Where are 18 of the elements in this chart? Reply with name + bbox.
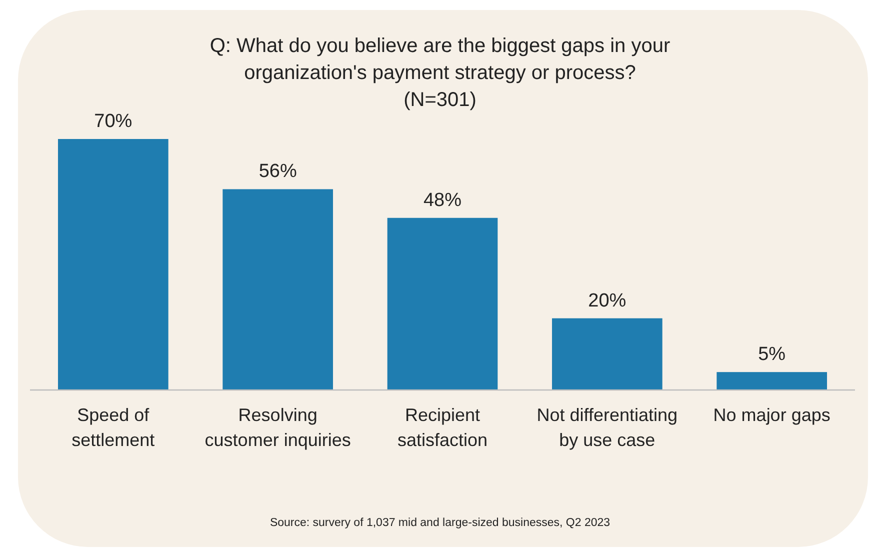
chart-subtitle: (N=301) [404, 89, 476, 111]
x-tick-label: No major gaps [713, 405, 830, 425]
data-label: 48% [423, 190, 462, 211]
source-note: Source: survery of 1,037 mid and large-sized businesses, Q2 2023 [270, 517, 610, 529]
data-label: 70% [94, 111, 132, 132]
bar [387, 218, 498, 390]
x-tick-label: Recipient satisfaction [397, 405, 488, 450]
chart-title: Q: What do you believe are the biggest gaps in your organization's payment strategy or process? [210, 35, 670, 84]
bar [716, 372, 828, 390]
bar [222, 189, 333, 390]
x-tick-label: Not differentiating by use case [536, 405, 678, 450]
data-label: 5% [758, 344, 786, 366]
data-label: 56% [258, 161, 297, 182]
bar [58, 139, 168, 390]
data-label: 20% [588, 290, 626, 312]
x-tick-label: Speed of settlement [72, 405, 155, 450]
bar [552, 318, 662, 390]
x-tick-label: Resolving customer inquiries [204, 405, 351, 450]
